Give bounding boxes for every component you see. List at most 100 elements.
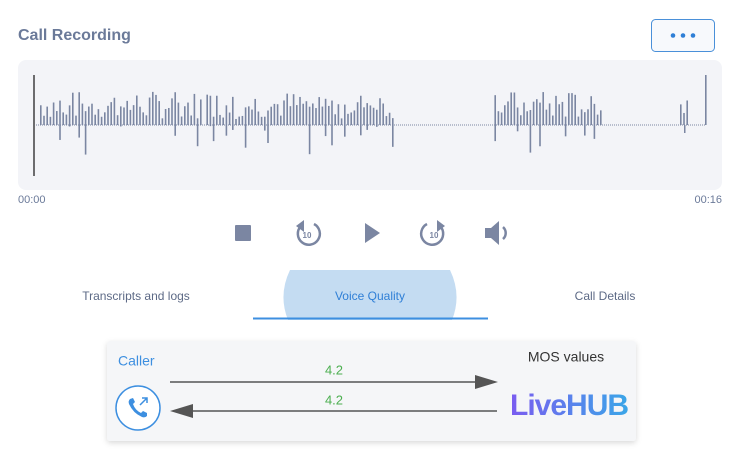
- wave-bar: [161, 118, 164, 125]
- wave-bar: [56, 111, 58, 125]
- wave-bar: [328, 105, 330, 125]
- wave-bar: [190, 115, 192, 125]
- wave-bar: [91, 103, 93, 125]
- wave-bar: [305, 101, 308, 125]
- wave-bar: [289, 106, 292, 125]
- title: Call Recording: [18, 27, 131, 44]
- rewind-button[interactable]: 10: [296, 220, 322, 246]
- wave-bar: [264, 116, 266, 131]
- more-button[interactable]: [651, 19, 715, 52]
- wave-bar: [683, 112, 685, 125]
- wave-bar: [232, 96, 234, 130]
- wave-bar: [369, 105, 372, 125]
- active-tab-bg: [283, 270, 457, 320]
- wave-bar: [40, 105, 42, 125]
- wave-bar: [206, 94, 208, 125]
- caller-label: Caller: [118, 353, 155, 369]
- play-button[interactable]: [365, 223, 380, 243]
- wave-bar: [577, 116, 580, 125]
- wave-bar: [376, 109, 378, 127]
- wave-bar: [46, 106, 48, 125]
- wave-bar: [510, 92, 512, 125]
- wave-bar: [145, 115, 148, 125]
- wave-bar: [529, 110, 532, 153]
- wave-bar: [260, 116, 263, 125]
- wave-bar: [513, 92, 516, 125]
- wave-bar: [686, 100, 688, 125]
- wave-bar: [65, 114, 68, 125]
- wave-bar: [164, 108, 167, 125]
- wave-bar: [78, 92, 80, 138]
- wave-bar: [110, 102, 112, 125]
- wave-bar: [94, 114, 96, 125]
- wave-bar: [129, 109, 132, 125]
- icon-circle: [115, 385, 161, 431]
- wave-bar: [107, 105, 109, 125]
- wave-bar: [334, 114, 336, 125]
- wave-bar: [552, 115, 554, 125]
- wave-bar: [340, 118, 343, 125]
- rewind-icon-label: 10: [303, 231, 312, 240]
- wave-bar: [180, 116, 183, 125]
- handset: [128, 398, 147, 418]
- wave-bar: [372, 107, 375, 125]
- wave-bar: [312, 103, 314, 125]
- wave-bar: [497, 111, 500, 125]
- wave-bar: [302, 103, 304, 125]
- wave-bar: [500, 112, 503, 125]
- wave-bar: [347, 113, 349, 125]
- wave-bar: [219, 114, 221, 125]
- wave-bar: [88, 106, 90, 125]
- wave-bar: [587, 109, 589, 125]
- wave-bar: [321, 106, 324, 125]
- wave-bar: [75, 115, 77, 125]
- wave-bar: [84, 111, 87, 155]
- wave-bar: [225, 105, 228, 136]
- dot: [670, 33, 676, 38]
- wave-bar: [120, 106, 122, 127]
- wave-bar: [561, 101, 564, 125]
- wave-bar: [241, 115, 244, 125]
- wave-bar: [49, 116, 52, 125]
- tab[interactable]: Voice Quality: [335, 289, 405, 303]
- wave-bar: [705, 75, 707, 125]
- wave-bar: [97, 109, 100, 125]
- wave-bar: [382, 103, 384, 125]
- wave-bar: [684, 125, 686, 133]
- wave-bar: [590, 96, 592, 125]
- forward-button[interactable]: 10: [419, 220, 445, 246]
- wave-bar: [142, 112, 144, 125]
- wave-bar: [228, 112, 231, 125]
- speaker: [485, 221, 499, 245]
- wave-bar: [315, 108, 317, 125]
- outgoing: [139, 397, 148, 406]
- wave-bar: [353, 110, 356, 125]
- wave-bar: [366, 103, 368, 130]
- forward-arc: [419, 222, 445, 246]
- dot: [690, 33, 696, 38]
- wave-bar: [209, 95, 212, 127]
- stop-button[interactable]: [235, 225, 251, 241]
- wave-bar: [532, 101, 535, 125]
- wave-bar: [580, 109, 583, 125]
- volume-button[interactable]: [485, 221, 507, 245]
- wave-bar: [292, 94, 295, 125]
- wave-bar: [257, 111, 260, 125]
- wave-bar: [385, 116, 388, 125]
- wave-bar: [270, 106, 272, 125]
- phone-icon: [115, 385, 161, 431]
- tab[interactable]: Transcripts and logs: [82, 289, 190, 303]
- wave-bar: [193, 93, 196, 125]
- wave-bar: [283, 100, 285, 125]
- wave-bar: [139, 106, 141, 125]
- wave-bar: [507, 101, 509, 125]
- wave-bar: [392, 118, 394, 147]
- wave-bar: [286, 93, 288, 125]
- wave-bar: [520, 115, 522, 125]
- wave-bar: [504, 105, 506, 125]
- wave-bar: [494, 95, 496, 142]
- wave-bar: [254, 98, 256, 125]
- wave-bar: [251, 109, 253, 125]
- tab[interactable]: Call Details: [575, 289, 636, 303]
